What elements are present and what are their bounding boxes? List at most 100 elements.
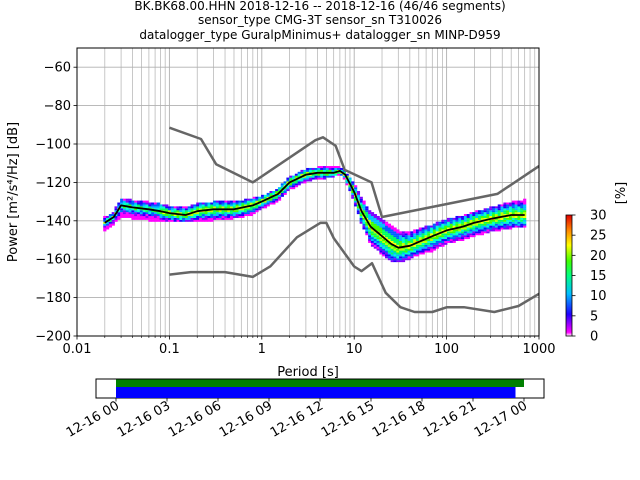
heatmap-cell (390, 246, 394, 249)
heatmap-cell (432, 237, 437, 240)
heatmap-cell (300, 169, 304, 172)
heatmap-cell (187, 210, 191, 213)
heatmap-cell (469, 229, 473, 232)
heatmap-cell (263, 202, 268, 205)
heatmap-cell (373, 223, 377, 226)
heatmap-cell (303, 169, 307, 172)
heatmap-cell (475, 210, 479, 213)
heatmap-cell (199, 215, 203, 218)
heatmap-cell (193, 217, 197, 220)
heatmap-cell (466, 225, 470, 228)
heatmap-cell (151, 204, 155, 207)
heatmap-cell (404, 250, 408, 253)
heatmap-cell (472, 215, 476, 218)
heatmap-cell (294, 179, 299, 182)
heatmap-cell (483, 208, 487, 211)
heatmap-cell (170, 214, 175, 217)
heatmap-cell (413, 237, 417, 240)
heatmap-cell (385, 229, 389, 232)
heatmap-cell (373, 235, 377, 238)
heatmap-cell (354, 187, 358, 190)
heatmap-cell (125, 208, 129, 211)
heatmap-cell (145, 200, 149, 203)
heatmap-cell (342, 177, 346, 180)
heatmap-cell (523, 202, 527, 205)
heatmap-cell (396, 235, 400, 238)
heatmap-cell (359, 206, 363, 209)
heatmap-cell (399, 242, 403, 245)
heatmap-cell (201, 212, 206, 215)
heatmap-cell (483, 214, 487, 217)
heatmap-cell (472, 214, 476, 217)
heatmap-cell (176, 214, 180, 217)
heatmap-cell (151, 217, 155, 220)
heatmap-cell (427, 229, 431, 232)
heatmap-cell (337, 167, 341, 170)
heatmap-cell (190, 214, 194, 217)
heatmap-cell (416, 242, 420, 245)
heatmap-cell (303, 179, 307, 182)
heatmap-cell (204, 214, 208, 217)
heatmap-cell (373, 237, 377, 240)
heatmap-cell (480, 210, 485, 213)
heatmap-cell (441, 229, 445, 232)
heatmap-cell (449, 219, 454, 222)
heatmap-cell (478, 212, 482, 215)
heatmap-cell (517, 210, 521, 213)
heatmap-cell (252, 196, 256, 199)
heatmap-cell (151, 210, 155, 213)
heatmap-cell (393, 260, 397, 263)
heatmap-cell (399, 237, 403, 240)
heatmap-cell (201, 219, 206, 222)
heatmap-cell (370, 219, 375, 222)
heatmap-cell (399, 248, 403, 251)
heatmap-cell (266, 192, 270, 195)
heatmap-cell (356, 212, 361, 215)
heatmap-cell (230, 212, 234, 215)
heatmap-cell (447, 239, 451, 241)
heatmap-cell (210, 217, 214, 220)
heatmap-cell (438, 235, 442, 238)
heatmap-cell (286, 177, 290, 180)
heatmap-cell (156, 212, 160, 215)
heatmap-cell (514, 215, 518, 218)
heatmap-cell (447, 217, 451, 220)
heatmap-cell (427, 248, 431, 251)
heatmap-cell (399, 244, 403, 247)
heatmap-cell (156, 208, 160, 211)
heatmap-cell (139, 215, 144, 218)
heatmap-cell (320, 173, 324, 176)
heatmap-cell (368, 231, 372, 234)
heatmap-cell (517, 215, 521, 218)
heatmap-cell (472, 217, 476, 220)
heatmap-cell (410, 250, 414, 253)
heatmap-cell (184, 212, 189, 215)
heatmap-cell (323, 166, 327, 169)
heatmap-cell (376, 219, 380, 222)
heatmap-cell (266, 202, 270, 205)
heatmap-cell (370, 229, 375, 232)
heatmap-cell (139, 210, 144, 213)
heatmap-cell (447, 231, 451, 234)
heatmap-cell (134, 202, 138, 205)
heatmap-cell (337, 173, 341, 176)
heatmap-cell (182, 210, 186, 213)
heatmap-cell (466, 229, 470, 232)
heatmap-cell (382, 254, 386, 257)
heatmap-cell (210, 219, 214, 222)
heatmap-cell (311, 173, 315, 176)
heatmap-cell (478, 225, 482, 228)
heatmap-cell (227, 204, 231, 207)
heatmap-cell (345, 179, 349, 182)
heatmap-cell (218, 214, 222, 217)
heatmap-cell (497, 208, 501, 211)
heatmap-cell (283, 192, 287, 195)
heatmap-cell (523, 210, 527, 213)
heatmap-cell (232, 215, 237, 218)
heatmap-cell (308, 169, 313, 172)
heatmap-cell (486, 231, 490, 234)
heatmap-cell (103, 215, 107, 218)
heatmap-cell (478, 217, 482, 220)
heatmap-cell (469, 233, 473, 236)
heatmap-cell (486, 223, 490, 226)
